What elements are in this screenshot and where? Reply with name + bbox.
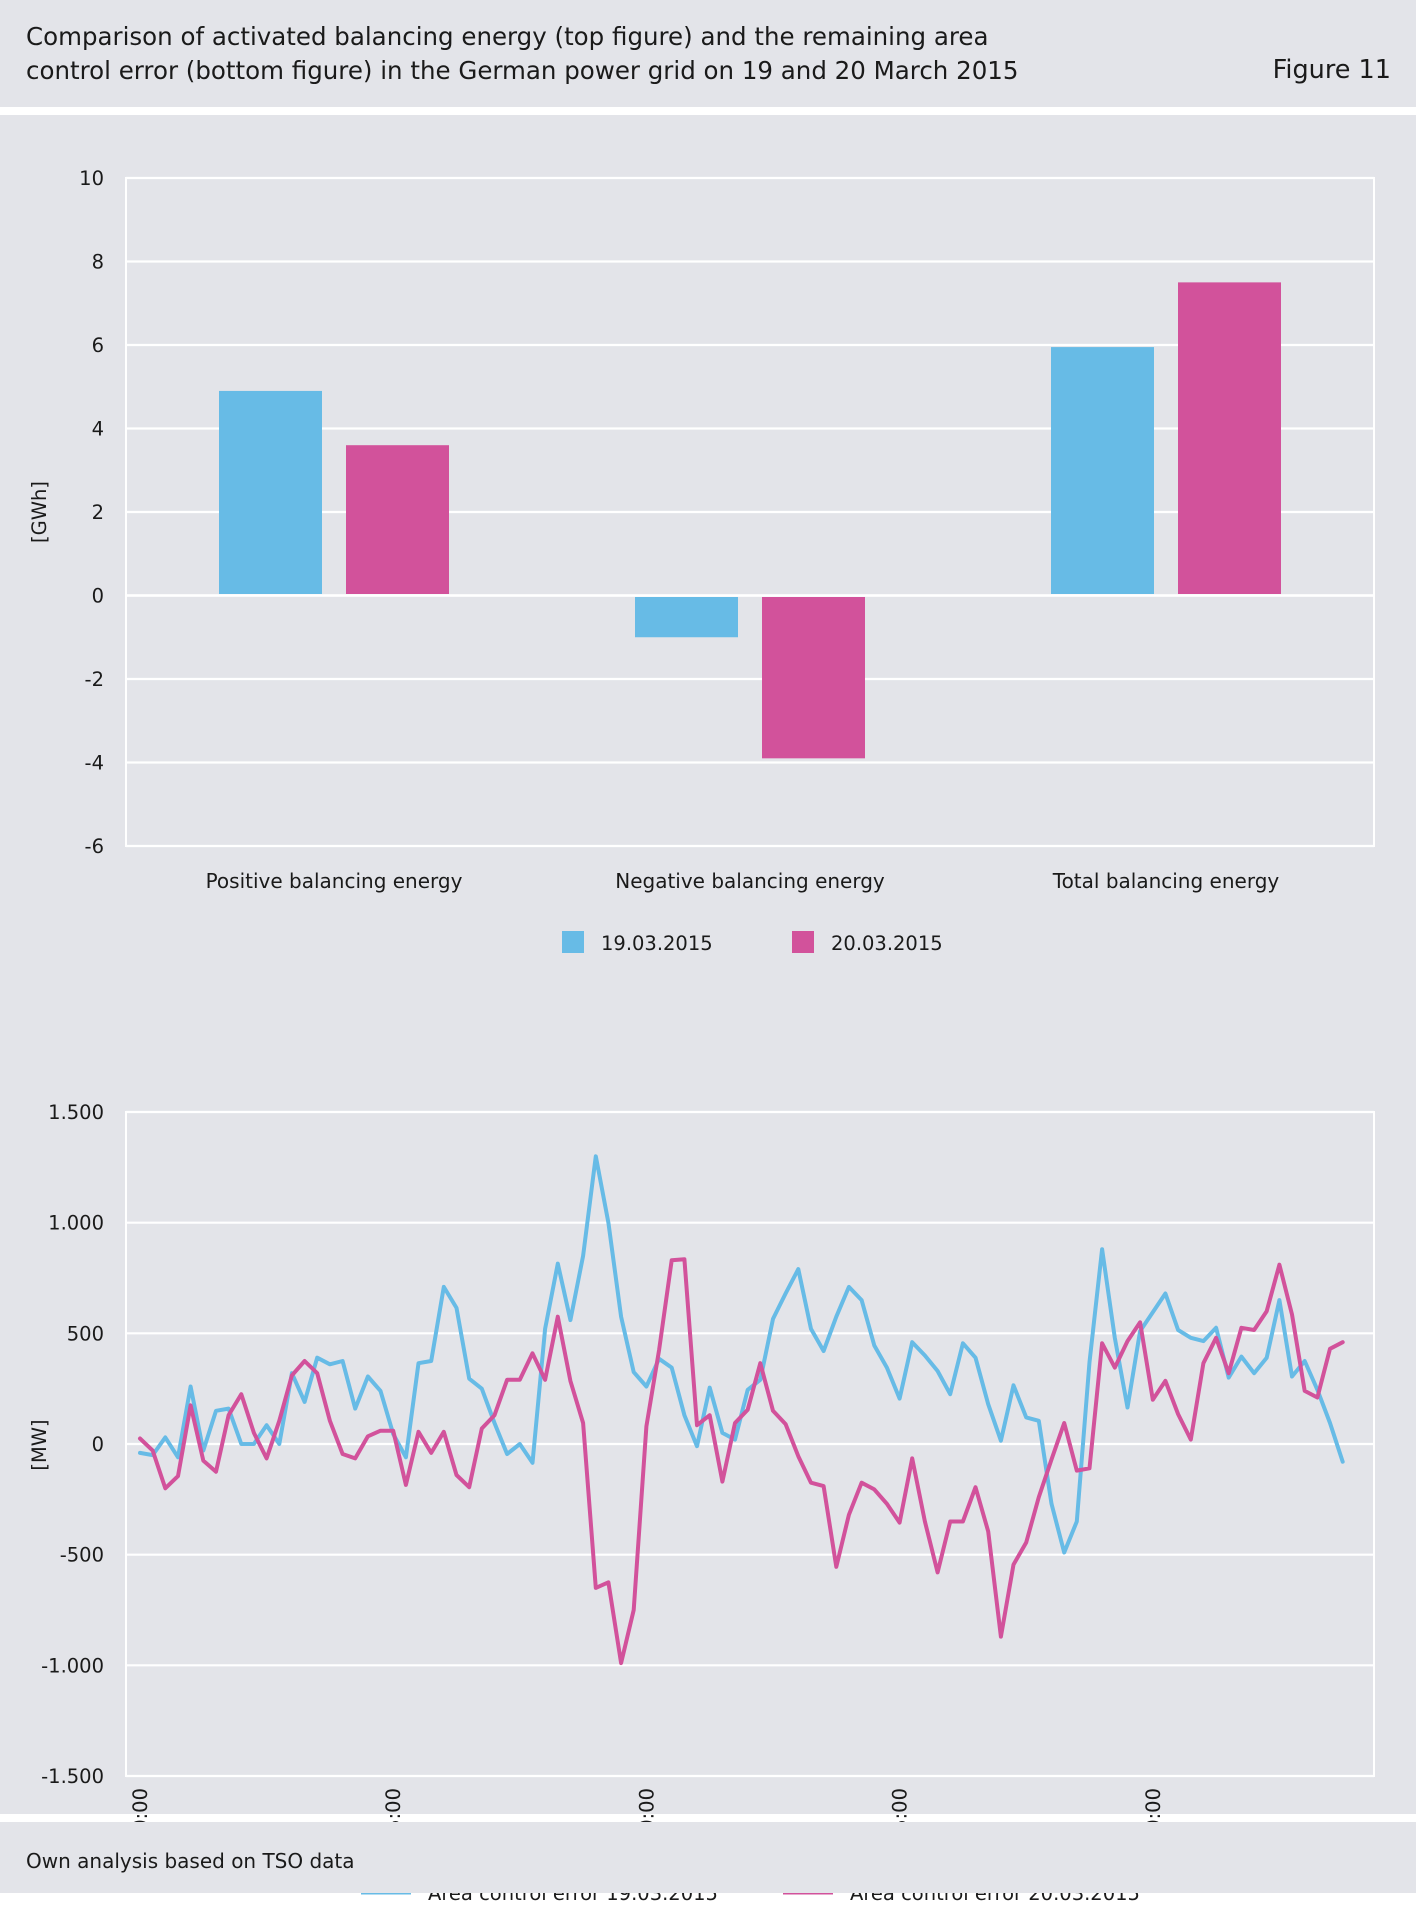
y-tick-label: -2: [85, 668, 104, 691]
legend-label-0: 19.03.2015: [601, 932, 713, 955]
legend-label-1: 20.03.2015: [831, 932, 943, 955]
footer-band: Own analysis based on TSO data: [0, 1822, 1416, 1893]
legend-swatch-1: [792, 931, 814, 953]
x-category-label: Positive balancing energy: [206, 869, 463, 893]
x-category-label: Total balancing energy: [1052, 869, 1280, 893]
bar-20-03-1: [762, 597, 865, 759]
bar-chart: 10 8 6 4 2 0 -2 -4 -6 [GWh] Positive balancing ene…: [28, 167, 1375, 955]
x-category-label: Negative balancing energy: [615, 869, 885, 893]
y-tick-label: -6: [85, 835, 104, 858]
y-tick-label: 4: [92, 418, 104, 441]
bar-19-03-0: [219, 390, 322, 594]
y-tick-label: 0: [92, 585, 104, 608]
source-note: Own analysis based on TSO data: [26, 1849, 355, 1873]
title-line-2: control error (bottom figure) in the Ger…: [26, 56, 1019, 85]
y-tick-label: 10: [79, 167, 104, 190]
y-axis-label: [GWh]: [28, 481, 51, 543]
series-line-20-03: [138, 1257, 1345, 1666]
y-tick-label: -1.500: [41, 1765, 104, 1788]
x-tick-label: 5:00: [382, 1788, 405, 1832]
bar-20-03-0: [346, 445, 449, 594]
legend-swatch-0: [562, 931, 584, 953]
y-tick-label: -500: [60, 1544, 104, 1567]
bar-20-03-2: [1178, 282, 1281, 594]
y-tick-label: 6: [92, 334, 104, 357]
chart-panel: 10 8 6 4 2 0 -2 -4 -6 [GWh] Positive balancing ene…: [0, 115, 1416, 1905]
y-tick-label: 1.500: [48, 1101, 104, 1124]
y-tick-label: 500: [67, 1322, 104, 1345]
bar-19-03-2: [1051, 347, 1154, 594]
y-tick-label: -1.000: [41, 1654, 104, 1677]
y-tick-label: 0: [92, 1433, 104, 1456]
title-line-1: Comparison of activated balancing energy…: [26, 22, 989, 51]
y-axis-label: [MW]: [28, 1419, 51, 1470]
y-tick-label: -4: [85, 752, 104, 775]
bar-19-03-1: [635, 597, 738, 638]
x-tick-label: 0:00: [129, 1788, 152, 1832]
series-line-19-03: [138, 1154, 1345, 1555]
y-tick-label: 2: [92, 501, 104, 524]
figure-label: Figure 11: [1272, 55, 1391, 85]
figure-title: Comparison of activated balancing energy…: [26, 20, 1176, 88]
header-band: Comparison of activated balancing energy…: [0, 0, 1416, 107]
line-chart: 1.500 1.000 500 0 -500 -1.000 -1.500 [MW] 0:00 5:…: [28, 1101, 1375, 1905]
y-tick-label: 1.000: [48, 1212, 104, 1235]
y-tick-label: 8: [92, 251, 104, 274]
